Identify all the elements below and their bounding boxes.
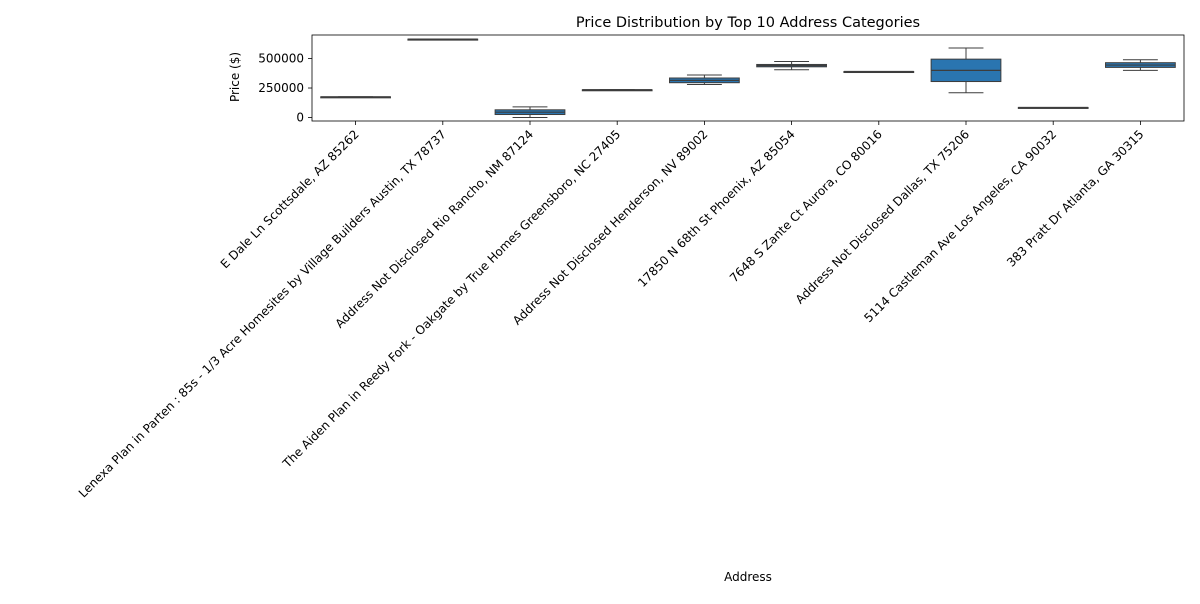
x-tick-label: 5114 Castleman Ave Los Angeles, CA 90032 [861, 127, 1059, 325]
plot-area: 0 250000 500000 E Dale Ln Scottsdale, AZ 85… [76, 34, 1185, 500]
plot-frame [311, 34, 1185, 122]
x-axis-label: Address [724, 570, 772, 584]
y-tick-label: 250000 [258, 81, 304, 95]
x-tick-label: 17850 N 68th St Phoenix, AZ 85054 [635, 127, 798, 290]
x-tick-label: 7648 S Zante Ct Aurora, CO 80016 [727, 127, 885, 285]
x-tick-label: The Aiden Plan in Reedy Fork - Oakgate b… [279, 127, 623, 471]
x-tick-label: Address Not Disclosed Henderson, NV 8900… [510, 127, 711, 328]
x-tick-label: Address Not Disclosed Rio Rancho, NM 871… [332, 127, 536, 331]
chart-title: Price Distribution by Top 10 Address Cat… [576, 15, 920, 31]
x-tick-label: 383 Pratt Dr Atlanta, GA 30315 [1004, 127, 1146, 269]
y-tick-label: 500000 [258, 52, 304, 66]
x-tick-label: Lenexa Plan in Parten : 85s - 1/3 Acre H… [76, 127, 449, 500]
x-tick-label: E Dale Ln Scottsdale, AZ 85262 [218, 127, 362, 271]
x-tick-label: Address Not Disclosed Dallas, TX 75206 [793, 127, 972, 306]
y-tick-label: 0 [296, 110, 304, 124]
y-axis-label: Price ($) [228, 52, 242, 102]
